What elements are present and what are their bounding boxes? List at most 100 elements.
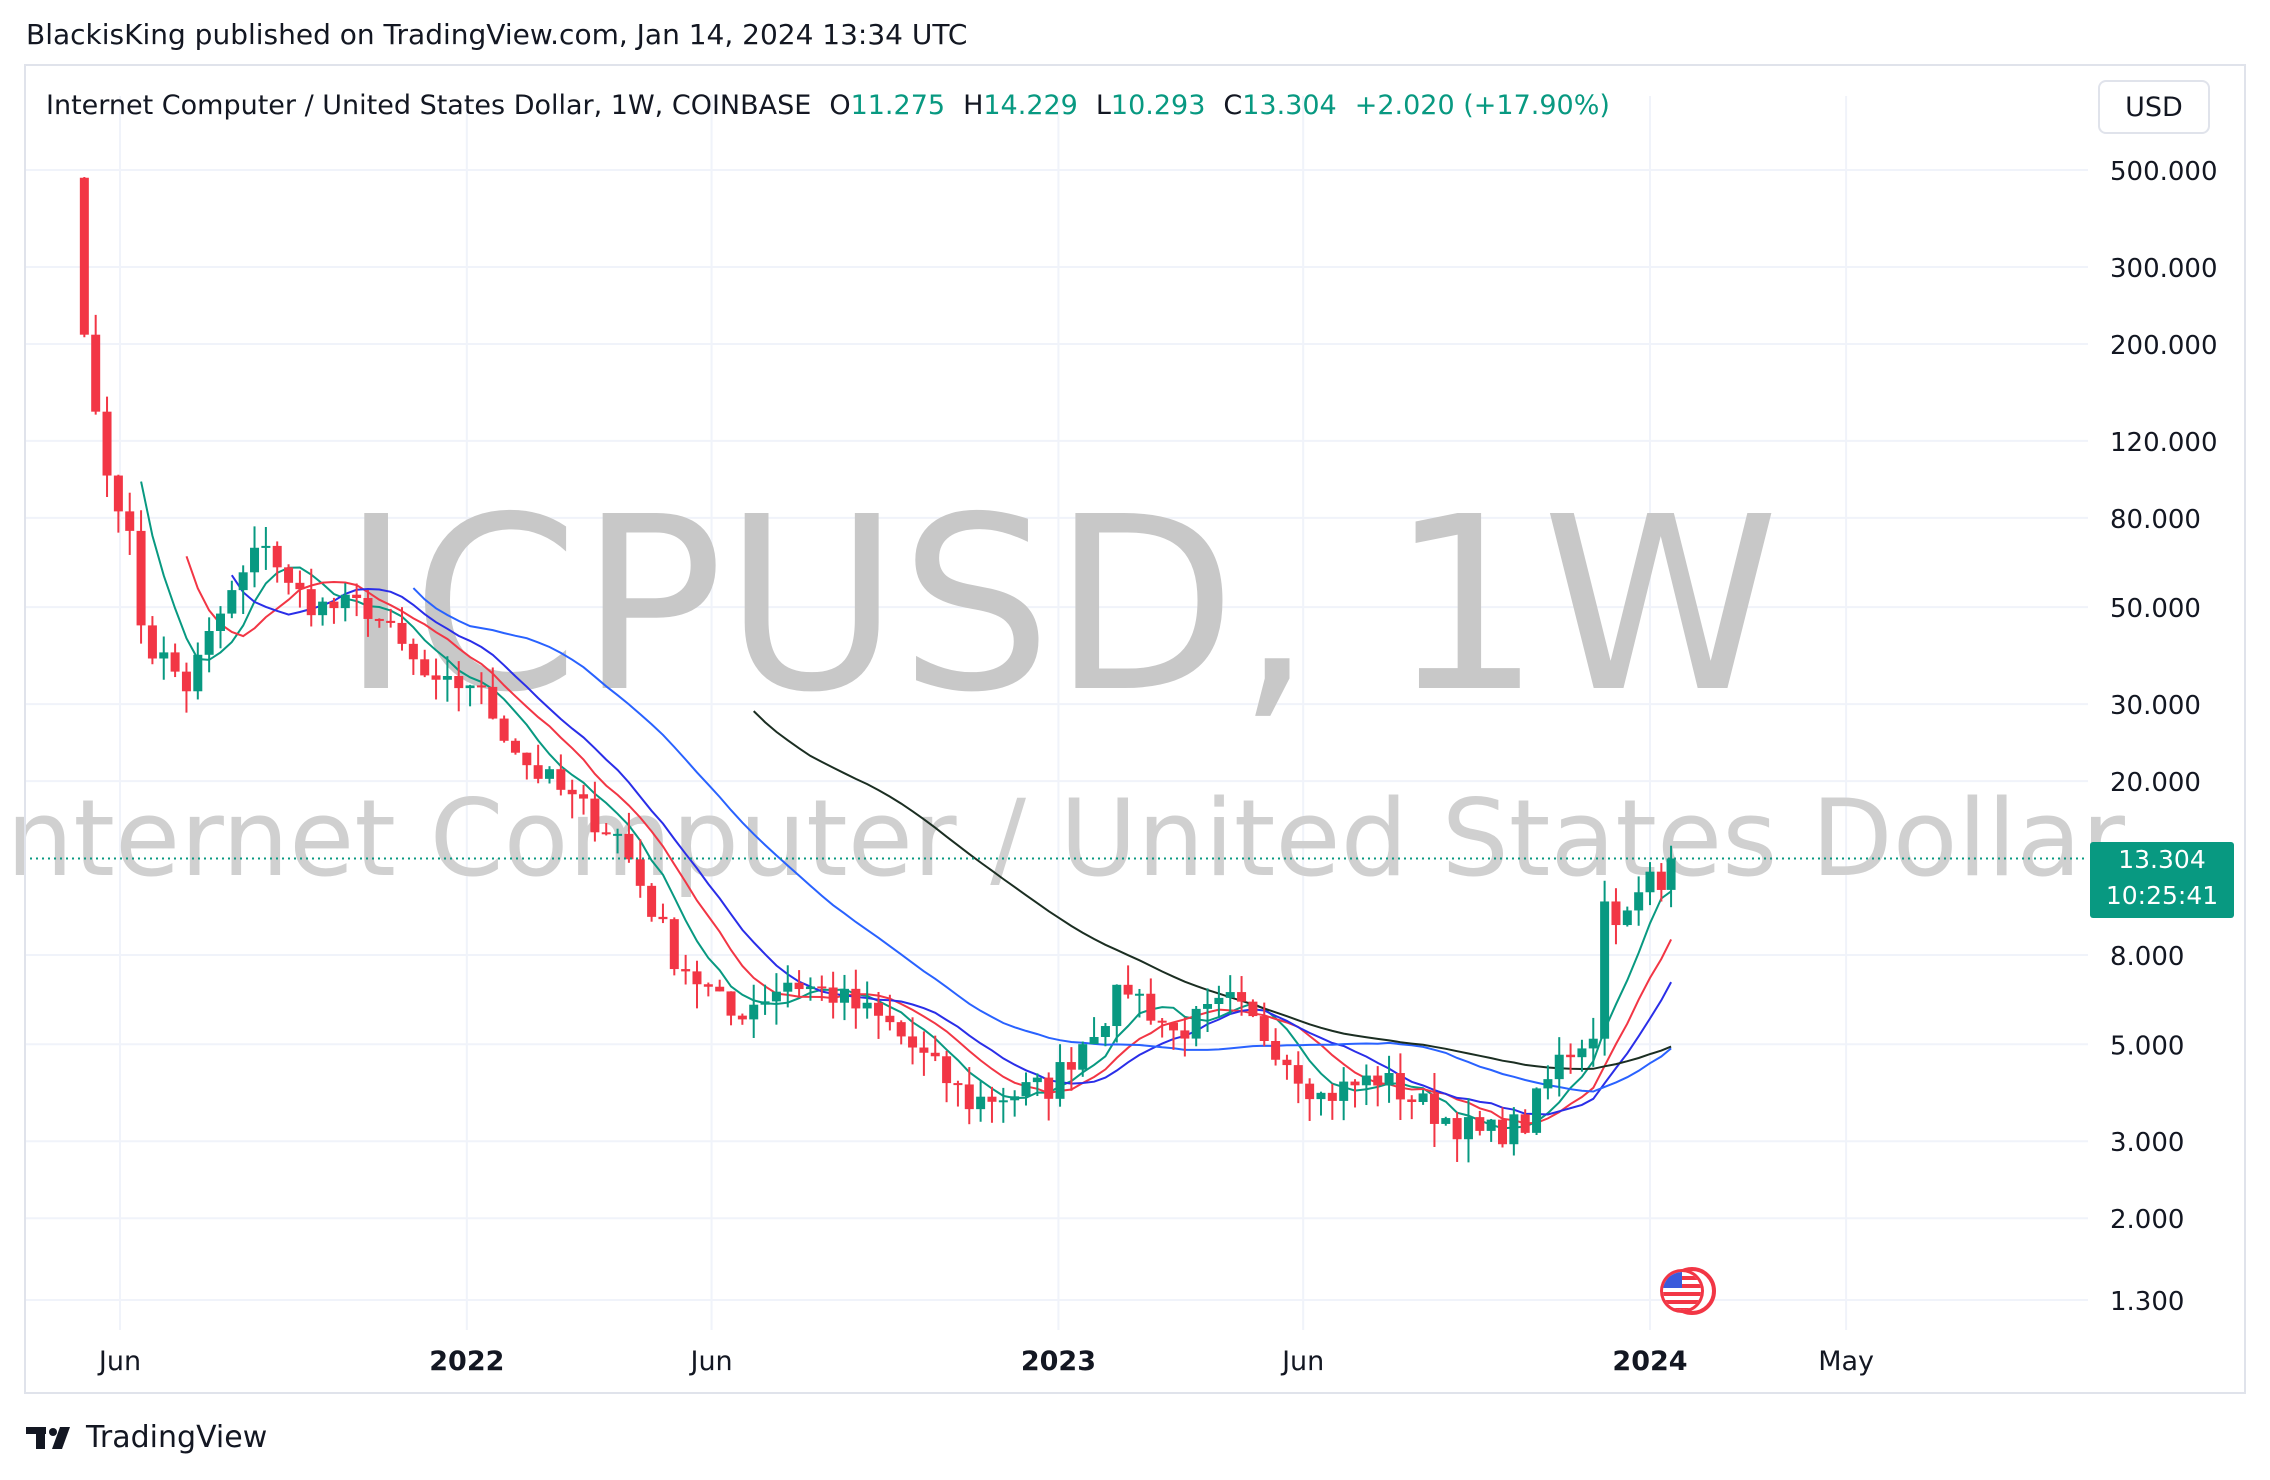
low-value: 10.293 bbox=[1110, 90, 1206, 121]
candle-body bbox=[1134, 993, 1144, 996]
candle-body bbox=[1498, 1119, 1508, 1145]
candle-body bbox=[1611, 901, 1621, 926]
candle-body bbox=[1032, 1077, 1042, 1083]
chart-frame bbox=[24, 64, 2246, 1394]
ma-long-line bbox=[412, 587, 1672, 1093]
candle-body bbox=[1203, 1004, 1213, 1009]
close-label: C bbox=[1223, 90, 1243, 121]
y-tick-label: 1.300 bbox=[2110, 1287, 2184, 1317]
candle-body bbox=[896, 1022, 906, 1037]
y-tick-label: 300.000 bbox=[2110, 254, 2218, 284]
currency-button[interactable]: USD bbox=[2098, 80, 2210, 134]
open-value: 11.275 bbox=[850, 90, 946, 121]
ohlc-legend: Internet Computer / United States Dollar… bbox=[46, 90, 1610, 121]
candle-body bbox=[1123, 984, 1133, 995]
candle-body bbox=[79, 177, 89, 335]
candle-body bbox=[1146, 993, 1156, 1021]
ma-slow-line bbox=[230, 574, 1672, 1116]
close-value: 13.304 bbox=[1242, 90, 1337, 121]
candle-body bbox=[1666, 858, 1676, 890]
candle-body bbox=[499, 718, 509, 741]
y-tick-label: 8.000 bbox=[2110, 942, 2184, 972]
candle-body bbox=[635, 859, 645, 886]
candle-body bbox=[1577, 1048, 1587, 1058]
open-label: O bbox=[829, 90, 851, 121]
candle-body bbox=[147, 625, 157, 659]
current-price-tag: 13.304 10:25:41 bbox=[2090, 842, 2234, 918]
candle-body bbox=[1339, 1081, 1349, 1101]
y-tick-label: 50.000 bbox=[2110, 594, 2201, 624]
candle-body bbox=[1248, 1001, 1258, 1017]
candle-body bbox=[272, 545, 282, 568]
candle-body bbox=[215, 613, 225, 631]
candle-body bbox=[170, 652, 180, 672]
candle-body bbox=[204, 630, 214, 655]
y-tick-label: 120.000 bbox=[2110, 428, 2218, 458]
candle-body bbox=[125, 511, 135, 531]
candle-body bbox=[1634, 892, 1644, 911]
candle-body bbox=[1361, 1075, 1371, 1086]
candle-body bbox=[885, 1015, 895, 1023]
x-tick-label: Jun bbox=[1280, 1346, 1324, 1377]
candle-body bbox=[363, 598, 373, 619]
y-tick-label: 500.000 bbox=[2110, 157, 2218, 187]
candle-body bbox=[1622, 910, 1632, 926]
high-value: 14.229 bbox=[983, 90, 1078, 121]
candle-body bbox=[454, 676, 464, 689]
candle-body bbox=[318, 601, 328, 616]
candle-body bbox=[1520, 1114, 1530, 1133]
candle-body bbox=[113, 475, 123, 512]
candle-body bbox=[1078, 1044, 1088, 1070]
tradingview-brand[interactable]: TradingView bbox=[26, 1420, 267, 1455]
candle-body bbox=[1509, 1114, 1519, 1145]
candle-body bbox=[1452, 1118, 1462, 1140]
x-tick-label: 2023 bbox=[1021, 1346, 1096, 1377]
candle-body bbox=[601, 832, 611, 835]
us-flag-icon[interactable] bbox=[1656, 1262, 1716, 1320]
candle-body bbox=[306, 589, 316, 616]
candle-body bbox=[1543, 1079, 1553, 1089]
candle-body bbox=[488, 686, 498, 719]
brand-text: TradingView bbox=[86, 1420, 268, 1455]
symbol-description[interactable]: Internet Computer / United States Dollar… bbox=[46, 90, 812, 121]
candle-body bbox=[1588, 1038, 1598, 1049]
candle-body bbox=[261, 545, 271, 548]
ma-mid-line bbox=[185, 555, 1672, 1125]
candle-body bbox=[1180, 1030, 1190, 1039]
candle-body bbox=[715, 986, 725, 992]
candle-body bbox=[556, 769, 566, 790]
candle-body bbox=[1237, 992, 1247, 1002]
candle-body bbox=[613, 833, 623, 836]
change-value: +2.020 (+17.90%) bbox=[1354, 90, 1610, 121]
candle-body bbox=[1316, 1092, 1326, 1100]
candle-body bbox=[874, 1002, 884, 1016]
candle-body bbox=[1554, 1054, 1564, 1080]
y-tick-label: 20.000 bbox=[2110, 768, 2201, 798]
current-price-value: 13.304 bbox=[2118, 845, 2206, 874]
low-label: L bbox=[1095, 90, 1111, 121]
candle-body bbox=[1475, 1117, 1485, 1131]
candle-body bbox=[1656, 871, 1666, 890]
high-label: H bbox=[963, 90, 984, 121]
y-tick-label: 5.000 bbox=[2110, 1031, 2184, 1061]
bar-countdown: 10:25:41 bbox=[2105, 881, 2219, 910]
moving-averages bbox=[140, 481, 1672, 1130]
candle-body bbox=[1282, 1059, 1292, 1066]
candle-body bbox=[647, 885, 657, 917]
watermark-description: Internet Computer / United States Dollar bbox=[0, 777, 2125, 900]
candle-body bbox=[1191, 1008, 1201, 1039]
candle-body bbox=[737, 1015, 747, 1020]
candle-body bbox=[181, 671, 191, 692]
candle-body bbox=[771, 991, 781, 1002]
candle-body bbox=[681, 969, 691, 972]
x-tick-label: May bbox=[1818, 1346, 1874, 1377]
candle-body bbox=[1418, 1093, 1428, 1103]
candle-body bbox=[817, 986, 827, 989]
candle-body bbox=[284, 567, 294, 583]
publish-line: BlackisKing published on TradingView.com… bbox=[26, 18, 968, 51]
candle-body bbox=[1463, 1117, 1473, 1140]
candle-body bbox=[533, 765, 543, 779]
candle-body bbox=[1441, 1118, 1451, 1124]
candle-body bbox=[465, 685, 475, 689]
